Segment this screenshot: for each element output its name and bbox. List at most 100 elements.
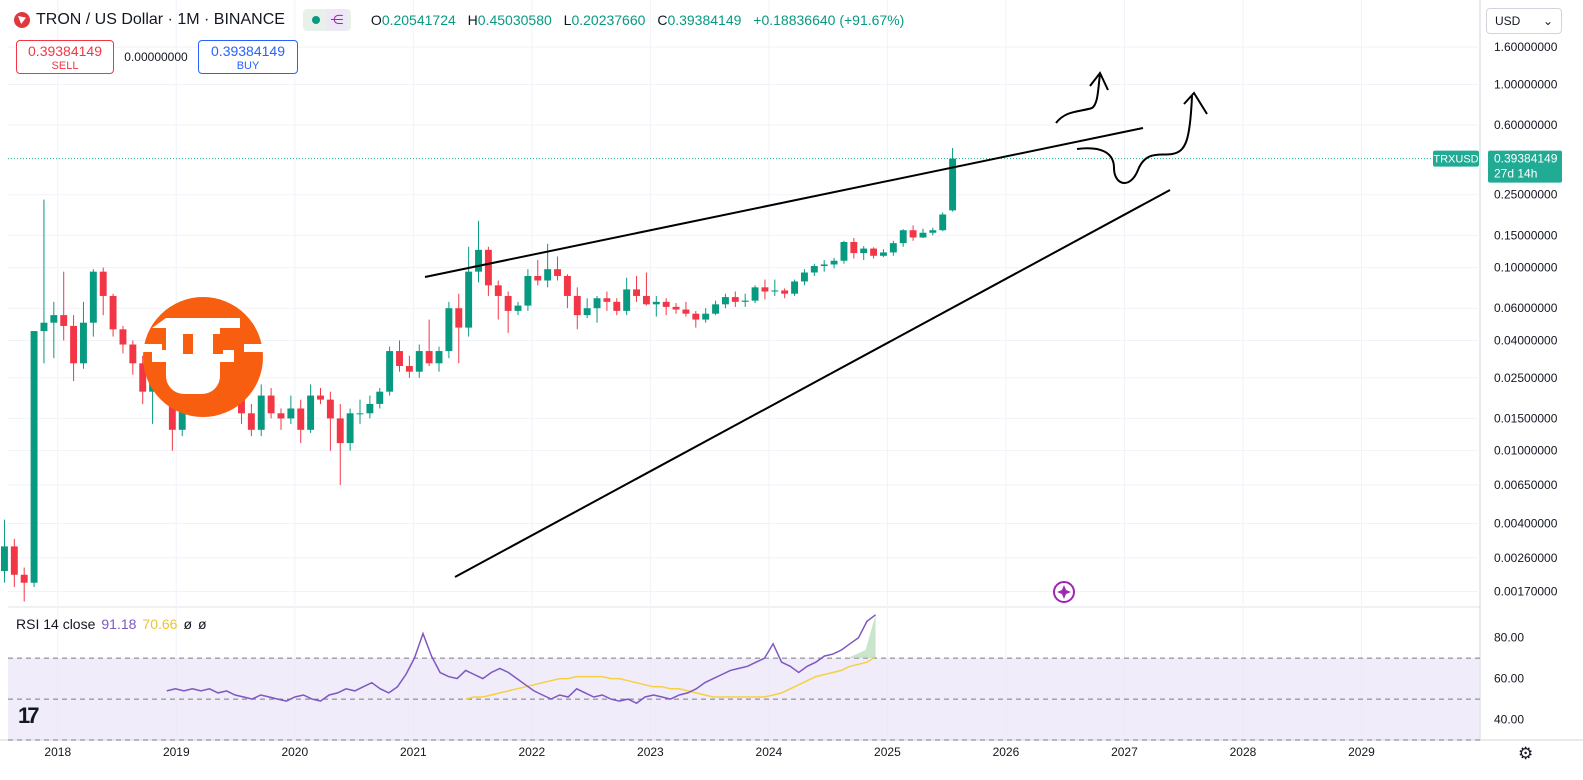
symbol-title[interactable]: TRON / US Dollar · 1M · BINANCE: [36, 11, 285, 28]
time-tick-label: 2028: [1230, 745, 1257, 759]
candle-body: [247, 413, 255, 430]
coin-logo-slot-1: [183, 334, 193, 354]
currency-select[interactable]: USD ⌄: [1486, 8, 1562, 34]
time-tick-label: 2019: [163, 745, 190, 759]
time-tick-label: 2029: [1348, 745, 1375, 759]
candle-body: [731, 297, 739, 302]
candle-body: [791, 281, 799, 294]
candle-body: [475, 249, 482, 272]
time-tick-label: 2024: [756, 745, 783, 759]
candle-body: [494, 285, 502, 296]
lower-trendline: [454, 189, 1171, 578]
candle-body: [840, 241, 848, 261]
time-tick-label: 2025: [874, 745, 901, 759]
candle-body: [899, 230, 907, 244]
arrow-head-2: [1183, 91, 1208, 115]
candle-body: [534, 275, 542, 281]
candle-body: [583, 308, 591, 316]
rsi-tick-label: 80.00: [1494, 631, 1524, 645]
arrow-head-1: [1089, 71, 1109, 91]
candle-body: [119, 329, 127, 345]
candle-body: [50, 315, 58, 323]
coin-logo-icon: [140, 297, 266, 417]
candle-body: [889, 243, 897, 253]
buy-label: BUY: [236, 59, 260, 72]
candle-body: [40, 322, 48, 332]
candle-body: [326, 399, 334, 419]
price-tick-label: 0.10000000: [1494, 261, 1558, 275]
price-tag-bg: [1488, 150, 1562, 183]
candle-body: [662, 301, 670, 307]
candle-body: [919, 232, 927, 238]
candle-body: [524, 275, 532, 306]
gear-icon[interactable]: ⚙: [1518, 744, 1534, 763]
price-tick-label: 0.01500000: [1494, 411, 1558, 425]
price-tick-label: 0.00650000: [1494, 478, 1558, 492]
rsi-overbought-fill: [847, 614, 876, 659]
tradingview-logo-icon[interactable]: 17: [18, 703, 40, 728]
candles-layer: [0, 147, 1480, 602]
candle-body: [129, 344, 137, 364]
price-tick-label: 1.00000000: [1494, 77, 1558, 91]
alert-plus-icon: [1053, 581, 1075, 603]
axes-layer: 1.60000000 1.00000000 0.60000000 0.25000000…: [44, 40, 1562, 759]
candle-body: [277, 413, 285, 419]
price-tick-label: 0.01000000: [1494, 444, 1558, 458]
rsi-line: [166, 614, 877, 705]
candle-body: [850, 241, 858, 254]
price-tag-price: 0.39384149: [1494, 152, 1558, 166]
buy-button[interactable]: 0.39384149 BUY: [198, 40, 298, 74]
candle-body: [633, 289, 640, 296]
candle-body: [0, 546, 8, 572]
candle-body: [830, 260, 838, 265]
candle-body: [741, 300, 749, 302]
candle-body: [445, 308, 453, 352]
price-tick-label: 0.15000000: [1494, 228, 1558, 242]
price-tick-label: 0.02500000: [1494, 371, 1558, 385]
rsi-value: 91.18: [101, 616, 137, 632]
status-pill[interactable]: ⋲: [302, 9, 351, 31]
candle-body: [257, 395, 265, 430]
candle-body: [307, 395, 315, 430]
rsi-extra-2: ø: [198, 616, 207, 632]
currency-value: USD: [1495, 14, 1521, 28]
breakout-arrow-2: [1076, 95, 1193, 184]
candle-body: [692, 313, 700, 320]
candle-body: [80, 322, 87, 364]
sell-price: 0.39384149: [28, 42, 102, 59]
candle-body: [20, 574, 28, 583]
candle-body: [376, 391, 384, 404]
change-value: +0.18836640 (+91.67%): [753, 12, 905, 28]
candle-body: [761, 287, 769, 292]
candle-body: [909, 230, 917, 238]
chevron-down-icon: ⌄: [1542, 14, 1553, 28]
candle-body: [396, 351, 403, 367]
sell-label: SELL: [51, 59, 79, 72]
candle-body: [297, 408, 305, 430]
buy-price: 0.39384149: [211, 42, 285, 59]
alert-star: [1057, 585, 1071, 599]
candle-body: [870, 248, 878, 256]
user-drawings[interactable]: [140, 71, 1208, 603]
sell-button[interactable]: 0.39384149 SELL: [16, 40, 114, 74]
price-tick-label: 0.25000000: [1494, 188, 1558, 202]
candle-body: [514, 305, 522, 311]
candle-body: [554, 269, 561, 276]
price-tick-label: 0.00260000: [1494, 551, 1558, 565]
candle-body: [139, 363, 147, 392]
rsi-legend[interactable]: RSI 14 close 91.18 70.66 ø ø: [16, 616, 207, 632]
candle-body: [721, 297, 729, 305]
candle-body: [386, 351, 394, 392]
candle-body: [366, 403, 374, 414]
candle-body: [465, 271, 473, 328]
candle-body: [860, 248, 868, 254]
share-nodes-icon[interactable]: ⋲: [325, 9, 348, 31]
candle-body: [356, 413, 364, 415]
time-tick-label: 2023: [637, 745, 664, 759]
candle-body: [109, 295, 117, 330]
time-tick-label: 2020: [281, 745, 308, 759]
candle-body: [336, 418, 344, 444]
trade-panel: 0.39384149 SELL 0.00000000 0.39384149 BU…: [16, 40, 298, 74]
time-tick-label: 2021: [400, 745, 427, 759]
